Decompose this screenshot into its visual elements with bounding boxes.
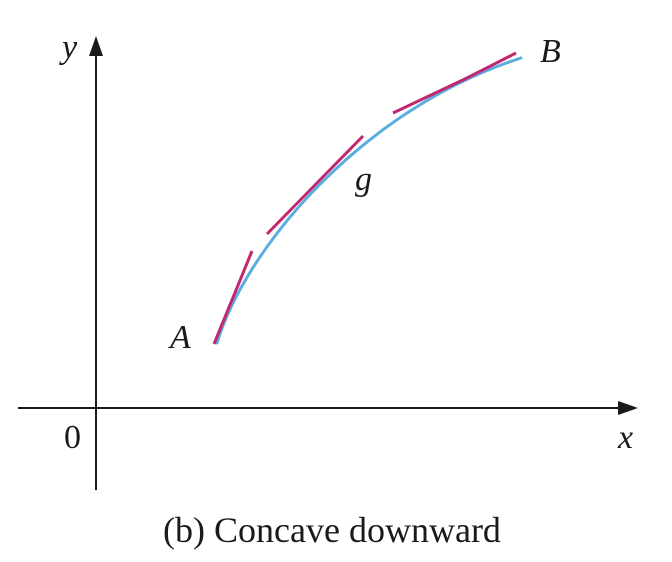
function-g-label: g	[355, 161, 372, 198]
origin-label: 0	[64, 419, 81, 456]
point-b-label: B	[540, 33, 561, 70]
tangent-line-4	[464, 51, 517, 81]
y-axis-arrowhead	[89, 36, 103, 56]
tangent-line-1	[212, 250, 254, 345]
x-axis-arrowhead	[618, 401, 638, 415]
tangent-line-3	[392, 76, 468, 115]
tangent-line-2	[265, 134, 365, 236]
figure-caption: (b) Concave downward	[163, 510, 501, 550]
x-axis-label: x	[617, 419, 633, 456]
curve-g	[215, 56, 523, 345]
y-axis-label: y	[59, 29, 78, 66]
point-a-label: A	[168, 319, 191, 356]
